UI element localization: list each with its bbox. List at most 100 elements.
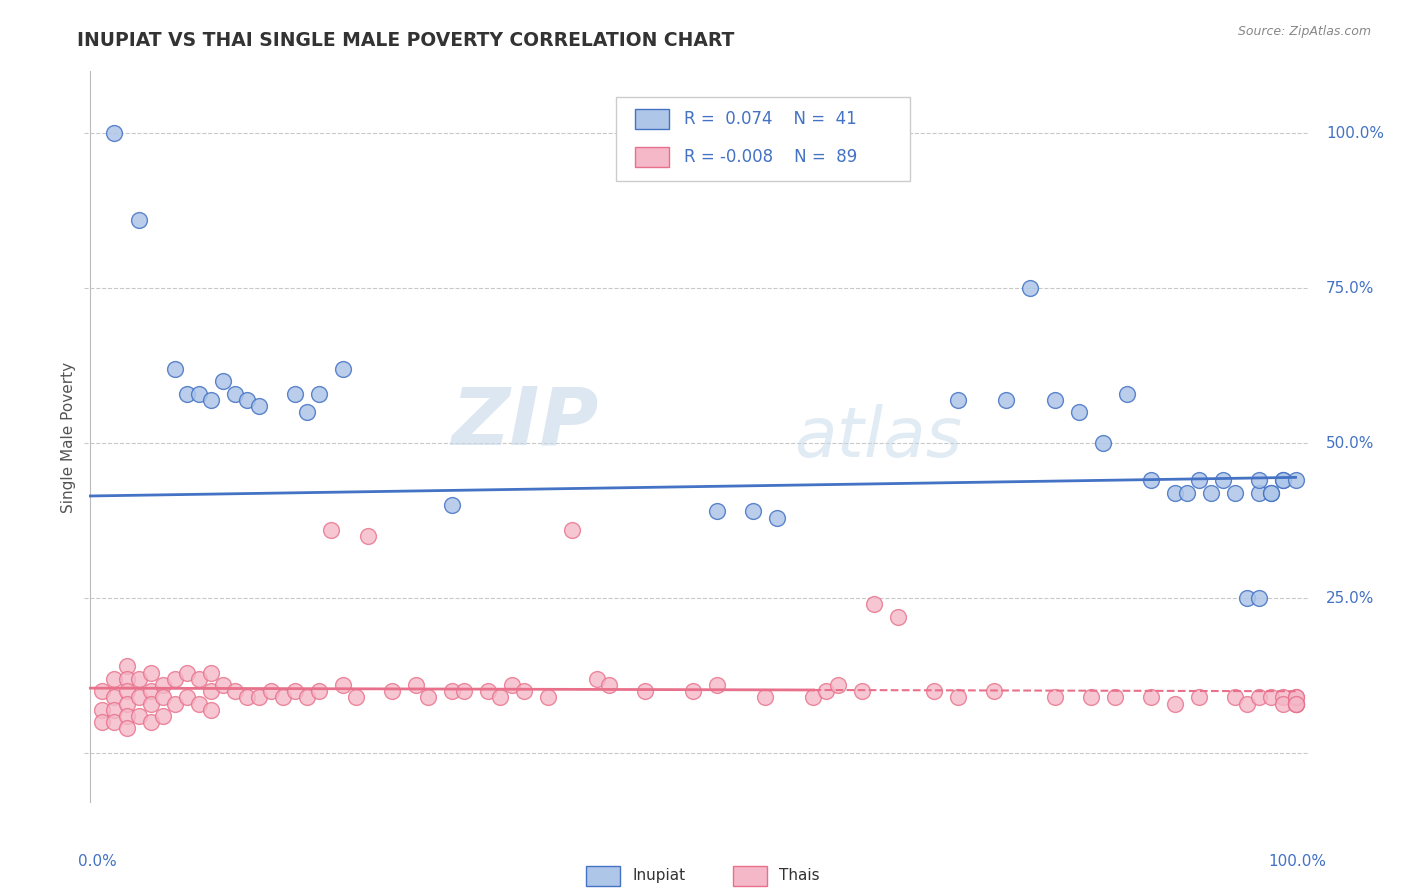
Point [271,690,294,705]
Point [176,665,198,680]
Text: Inupiat: Inupiat [633,869,686,883]
Point [489,690,512,705]
Point [851,684,873,698]
Bar [636,109,669,129]
Point [91,684,114,698]
Point [1115,386,1137,401]
Point [827,678,849,692]
Point [163,697,186,711]
Point [501,678,523,692]
Point [152,678,174,692]
Point [1260,486,1282,500]
Point [152,690,174,705]
Point [139,684,162,698]
Point [103,672,125,686]
Point [405,678,427,692]
Point [995,392,1018,407]
Point [634,684,657,698]
Point [1260,690,1282,705]
Point [139,697,162,711]
Point [1225,486,1247,500]
Point [1188,690,1211,705]
Point [1284,697,1306,711]
Point [1284,690,1306,705]
Point [1284,474,1306,488]
Point [1188,474,1211,488]
Text: 75.0%: 75.0% [1326,281,1374,296]
Point [212,678,235,692]
Point [115,722,138,736]
Point [200,703,222,717]
Point [1272,474,1295,488]
Point [585,672,607,686]
Point [284,386,307,401]
Point [922,684,945,698]
Point [440,684,463,698]
Point [1249,690,1271,705]
Point [1199,486,1222,500]
Point [308,386,330,401]
Point [814,684,837,698]
Point [321,523,343,537]
Point [128,672,150,686]
Point [862,598,884,612]
Point [1080,690,1102,705]
Point [236,392,259,407]
Y-axis label: Single Male Poverty: Single Male Poverty [60,361,76,513]
Text: 100.0%: 100.0% [1326,126,1384,141]
Point [103,126,125,140]
Point [200,665,222,680]
Point [1067,405,1090,419]
Point [561,523,583,537]
Point [1140,474,1163,488]
Point [284,684,307,698]
Point [1043,690,1066,705]
Point [297,690,319,705]
Bar [636,146,669,167]
Point [1225,690,1247,705]
Point [1236,697,1258,711]
Point [91,715,114,730]
Point [152,709,174,723]
Point [1091,436,1114,450]
Point [1019,281,1042,295]
Text: R = -0.008    N =  89: R = -0.008 N = 89 [683,148,858,166]
Point [477,684,499,698]
Point [344,690,367,705]
Point [1272,697,1295,711]
FancyBboxPatch shape [616,97,910,181]
Point [236,690,259,705]
Text: INUPIAT VS THAI SINGLE MALE POVERTY CORRELATION CHART: INUPIAT VS THAI SINGLE MALE POVERTY CORR… [77,31,735,50]
Point [187,672,209,686]
Point [1236,591,1258,606]
Point [176,690,198,705]
Point [128,709,150,723]
Point [163,672,186,686]
Point [332,678,354,692]
Point [1249,591,1271,606]
Point [139,715,162,730]
Point [91,703,114,717]
Point [115,684,138,698]
Point [706,504,728,518]
Point [224,684,246,698]
Bar [586,866,620,886]
Point [1249,486,1271,500]
Point [440,498,463,512]
Point [1284,690,1306,705]
Point [332,362,354,376]
Text: Thais: Thais [779,869,820,883]
Point [1272,690,1295,705]
Point [103,715,125,730]
Point [139,665,162,680]
Point [103,690,125,705]
Point [1043,392,1066,407]
Text: atlas: atlas [794,403,962,471]
Point [1272,474,1295,488]
Text: 0.0%: 0.0% [79,854,117,869]
Point [187,697,209,711]
Text: 25.0%: 25.0% [1326,591,1374,606]
Point [1260,486,1282,500]
Point [247,399,270,413]
Point [537,690,560,705]
